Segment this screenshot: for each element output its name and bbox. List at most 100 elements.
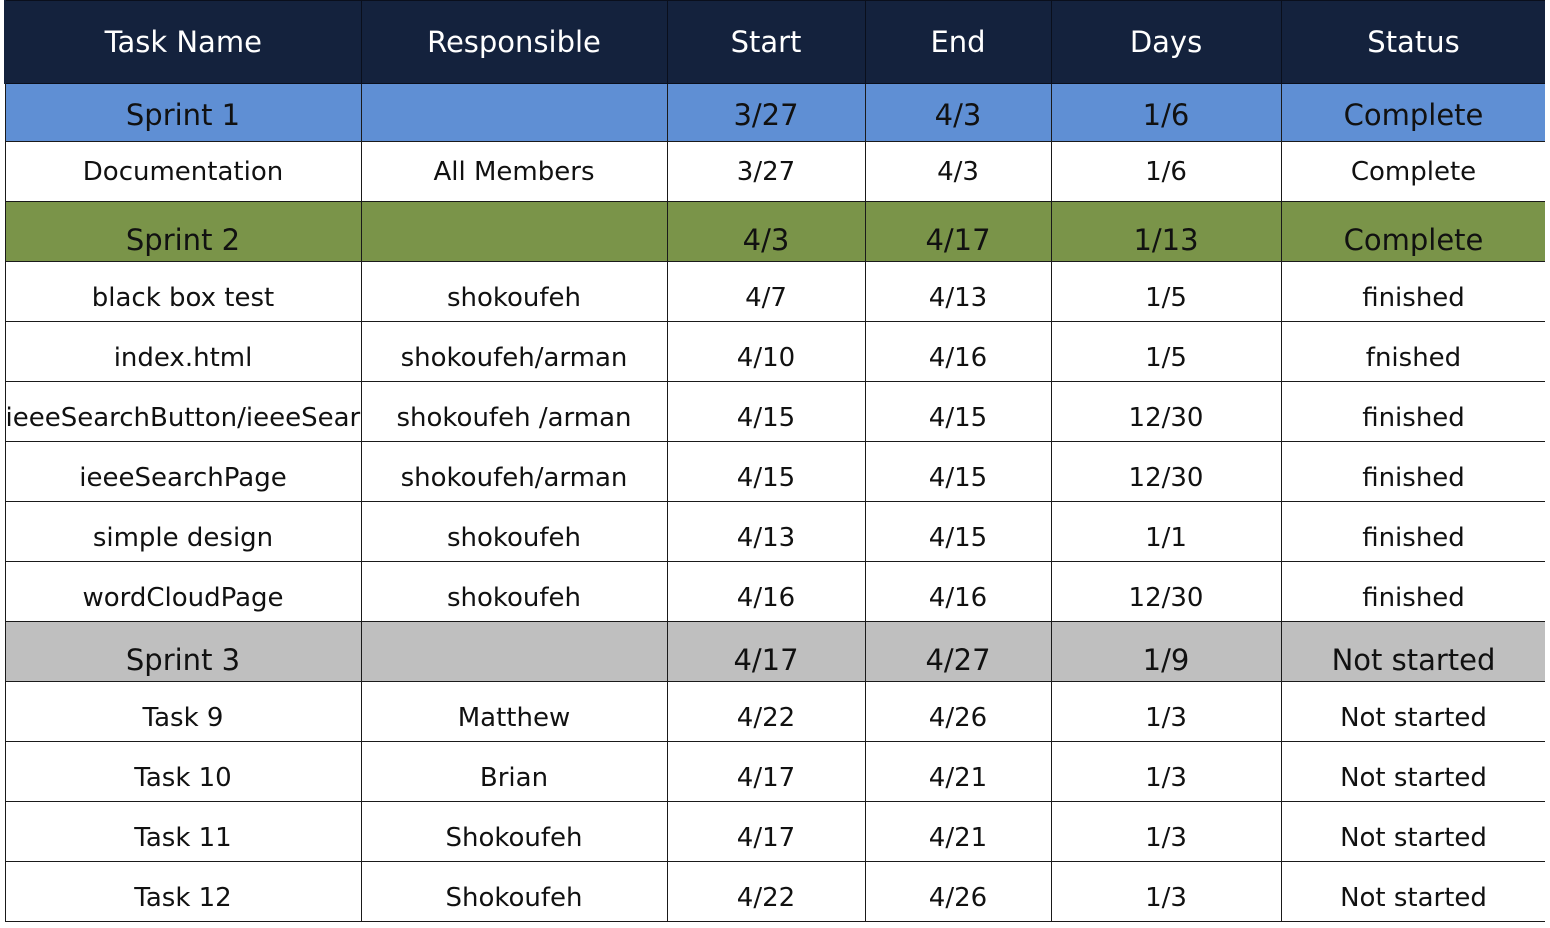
cell-status[interactable]: finished [1280,561,1545,622]
cell-end[interactable]: 4/27 [864,621,1052,682]
cell-responsible[interactable]: shokoufeh/arman [360,441,668,502]
cell-days[interactable]: 1/1 [1050,501,1282,562]
header-status[interactable]: Status [1280,0,1545,84]
cell-days[interactable]: 1/3 [1050,861,1282,922]
cell-days[interactable]: 1/5 [1050,261,1282,322]
cell-days[interactable]: 1/9 [1050,621,1282,682]
cell-status[interactable]: Not started [1280,861,1545,922]
cell-status[interactable]: finished [1280,441,1545,502]
table-row: Task 12 Shokoufeh 4/22 4/26 1/3 Not started [4,861,1545,922]
cell-status[interactable]: Not started [1280,741,1545,802]
cell-task[interactable]: black box test [4,261,362,322]
cell-task[interactable]: ieeeSearchButton/ieeeSearchBar [4,381,362,442]
cell-end[interactable]: 4/26 [864,681,1052,742]
cell-responsible[interactable]: Brian [360,741,668,802]
cell-responsible-text: Shokoufeh [445,822,583,853]
cell-task[interactable]: Sprint 2 [4,201,362,262]
cell-responsible[interactable] [360,621,668,682]
cell-responsible[interactable]: Shokoufeh [360,801,668,862]
cell-end[interactable]: 4/16 [864,321,1052,382]
cell-start[interactable]: 4/17 [666,741,866,802]
cell-end[interactable]: 4/16 [864,561,1052,622]
cell-task[interactable]: simple design [4,501,362,562]
cell-days[interactable]: 1/6 [1050,141,1282,202]
cell-days-text: 1/3 [1145,702,1187,733]
cell-end[interactable]: 4/15 [864,501,1052,562]
cell-days[interactable]: 1/3 [1050,801,1282,862]
cell-start[interactable]: 4/13 [666,501,866,562]
cell-days-text: 12/30 [1128,462,1204,493]
header-responsible[interactable]: Responsible [360,0,668,84]
cell-days-text: 1/3 [1145,822,1187,853]
cell-responsible-text: shokoufeh/arman [400,462,628,493]
cell-status[interactable]: Complete [1280,201,1545,262]
cell-task[interactable]: Documentation [4,141,362,202]
cell-start[interactable]: 3/27 [666,83,866,142]
cell-responsible[interactable]: Matthew [360,681,668,742]
cell-responsible[interactable] [360,83,668,142]
cell-task[interactable]: ieeeSearchPage [4,441,362,502]
cell-task[interactable]: Task 12 [4,861,362,922]
cell-days[interactable]: 1/3 [1050,681,1282,742]
cell-days[interactable]: 1/3 [1050,741,1282,802]
cell-end[interactable]: 4/26 [864,861,1052,922]
cell-days-text: 12/30 [1128,582,1204,613]
cell-task[interactable]: Sprint 1 [4,83,362,142]
cell-start[interactable]: 4/7 [666,261,866,322]
header-start[interactable]: Start [666,0,866,84]
cell-responsible[interactable]: shokoufeh [360,561,668,622]
cell-end-text: 4/3 [937,156,979,187]
cell-responsible[interactable]: shokoufeh [360,501,668,562]
cell-end[interactable]: 4/21 [864,741,1052,802]
cell-status[interactable]: finished [1280,261,1545,322]
header-end[interactable]: End [864,0,1052,84]
cell-status[interactable]: fnished [1280,321,1545,382]
cell-end[interactable]: 4/3 [864,83,1052,142]
cell-task[interactable]: Task 10 [4,741,362,802]
cell-responsible[interactable]: shokoufeh/arman [360,321,668,382]
cell-task[interactable]: index.html [4,321,362,382]
cell-task[interactable]: wordCloudPage [4,561,362,622]
cell-end[interactable]: 4/13 [864,261,1052,322]
cell-start-text: 4/16 [736,582,796,613]
cell-end[interactable]: 4/21 [864,801,1052,862]
header-task-name[interactable]: Task Name [4,0,362,84]
cell-end[interactable]: 4/17 [864,201,1052,262]
cell-start[interactable]: 4/15 [666,381,866,442]
cell-status[interactable]: finished [1280,381,1545,442]
cell-start[interactable]: 4/17 [666,801,866,862]
cell-responsible[interactable]: shokoufeh [360,261,668,322]
cell-start[interactable]: 4/15 [666,441,866,502]
cell-status[interactable]: finished [1280,501,1545,562]
cell-status[interactable]: Complete [1280,83,1545,142]
cell-responsible[interactable] [360,201,668,262]
cell-days[interactable]: 1/13 [1050,201,1282,262]
header-days[interactable]: Days [1050,0,1282,84]
cell-days[interactable]: 12/30 [1050,561,1282,622]
cell-days-text: 1/6 [1145,156,1187,187]
cell-start[interactable]: 4/3 [666,201,866,262]
cell-days[interactable]: 12/30 [1050,381,1282,442]
cell-end[interactable]: 4/3 [864,141,1052,202]
cell-start[interactable]: 4/22 [666,681,866,742]
cell-start[interactable]: 4/22 [666,861,866,922]
cell-days[interactable]: 12/30 [1050,441,1282,502]
cell-task[interactable]: Task 9 [4,681,362,742]
cell-task[interactable]: Sprint 3 [4,621,362,682]
cell-start[interactable]: 3/27 [666,141,866,202]
cell-days[interactable]: 1/6 [1050,83,1282,142]
cell-start[interactable]: 4/10 [666,321,866,382]
cell-task[interactable]: Task 11 [4,801,362,862]
cell-status[interactable]: Complete [1280,141,1545,202]
cell-start[interactable]: 4/17 [666,621,866,682]
cell-days[interactable]: 1/5 [1050,321,1282,382]
cell-status[interactable]: Not started [1280,801,1545,862]
cell-responsible[interactable]: All Members [360,141,668,202]
cell-responsible[interactable]: Shokoufeh [360,861,668,922]
cell-status[interactable]: Not started [1280,681,1545,742]
cell-status[interactable]: Not started [1280,621,1545,682]
cell-end[interactable]: 4/15 [864,441,1052,502]
cell-start[interactable]: 4/16 [666,561,866,622]
cell-end[interactable]: 4/15 [864,381,1052,442]
cell-responsible[interactable]: shokoufeh /arman [360,381,668,442]
